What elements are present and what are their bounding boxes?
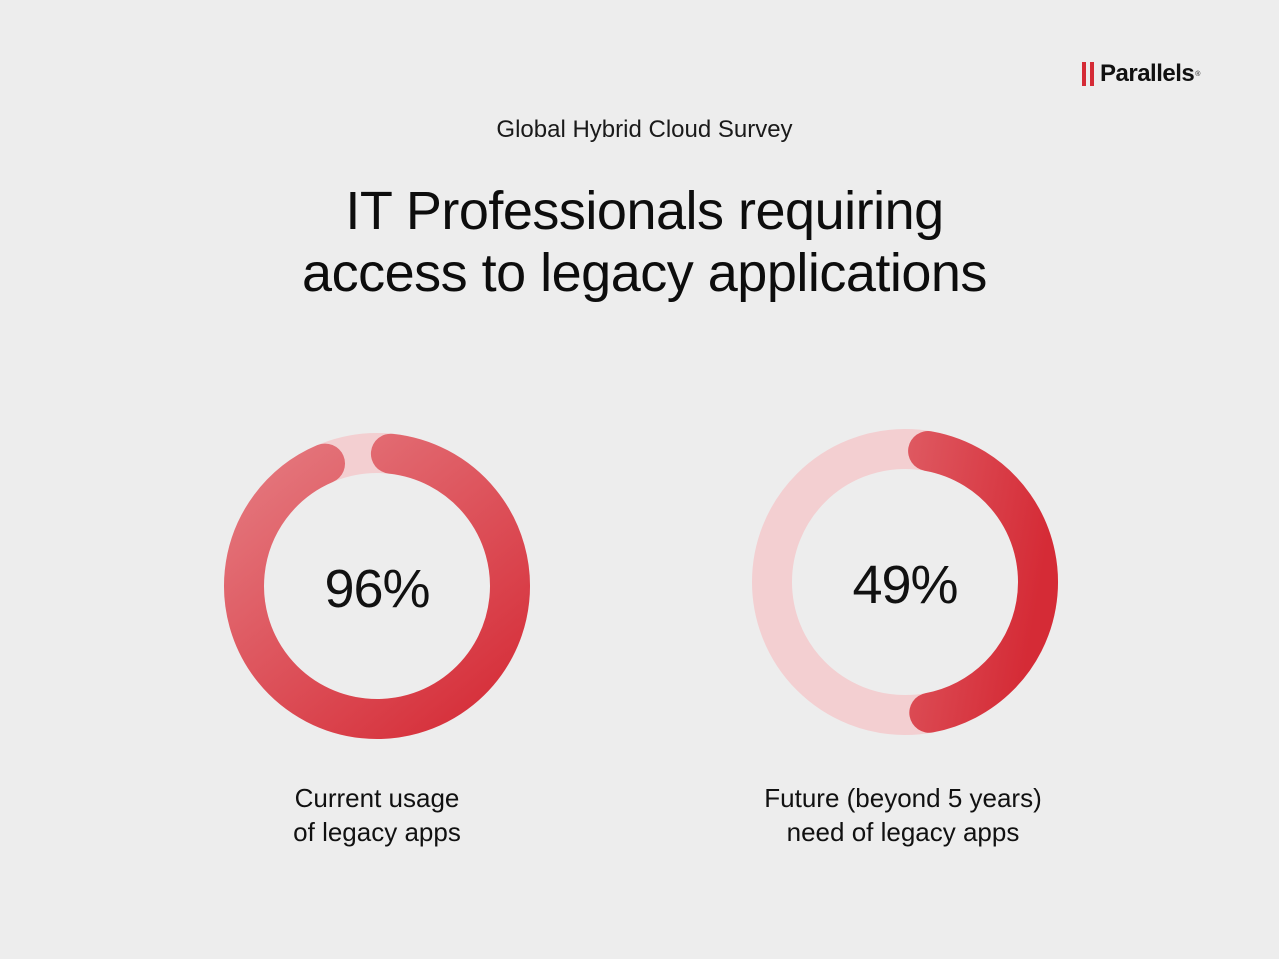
page-title: IT Professionals requiring access to leg…: [0, 180, 1279, 304]
logo-bars-icon: [1082, 62, 1094, 86]
donut-value-current: 96%: [324, 559, 430, 619]
donut-chart-future: 49%: [745, 422, 1065, 742]
registered-mark: ®: [1195, 70, 1201, 78]
caption-current-line-2: of legacy apps: [293, 817, 461, 847]
parallels-logo: Parallels ®: [1082, 60, 1200, 88]
title-line-1: IT Professionals requiring: [345, 181, 944, 241]
caption-future: Future (beyond 5 years) need of legacy a…: [703, 781, 1103, 849]
donut-value-future: 49%: [852, 555, 958, 615]
survey-subtitle: Global Hybrid Cloud Survey: [496, 116, 793, 143]
logo-text: Parallels: [1100, 60, 1195, 87]
caption-future-line-1: Future (beyond 5 years): [764, 783, 1042, 813]
donut-ring-current: [224, 433, 530, 739]
caption-current: Current usage of legacy apps: [177, 781, 577, 849]
donut-ring-future: [752, 429, 1058, 735]
donut-chart-current: 96%: [217, 426, 537, 746]
caption-future-line-2: need of legacy apps: [786, 817, 1020, 847]
caption-current-line-1: Current usage: [294, 783, 460, 813]
title-line-2: access to legacy applications: [302, 243, 987, 303]
